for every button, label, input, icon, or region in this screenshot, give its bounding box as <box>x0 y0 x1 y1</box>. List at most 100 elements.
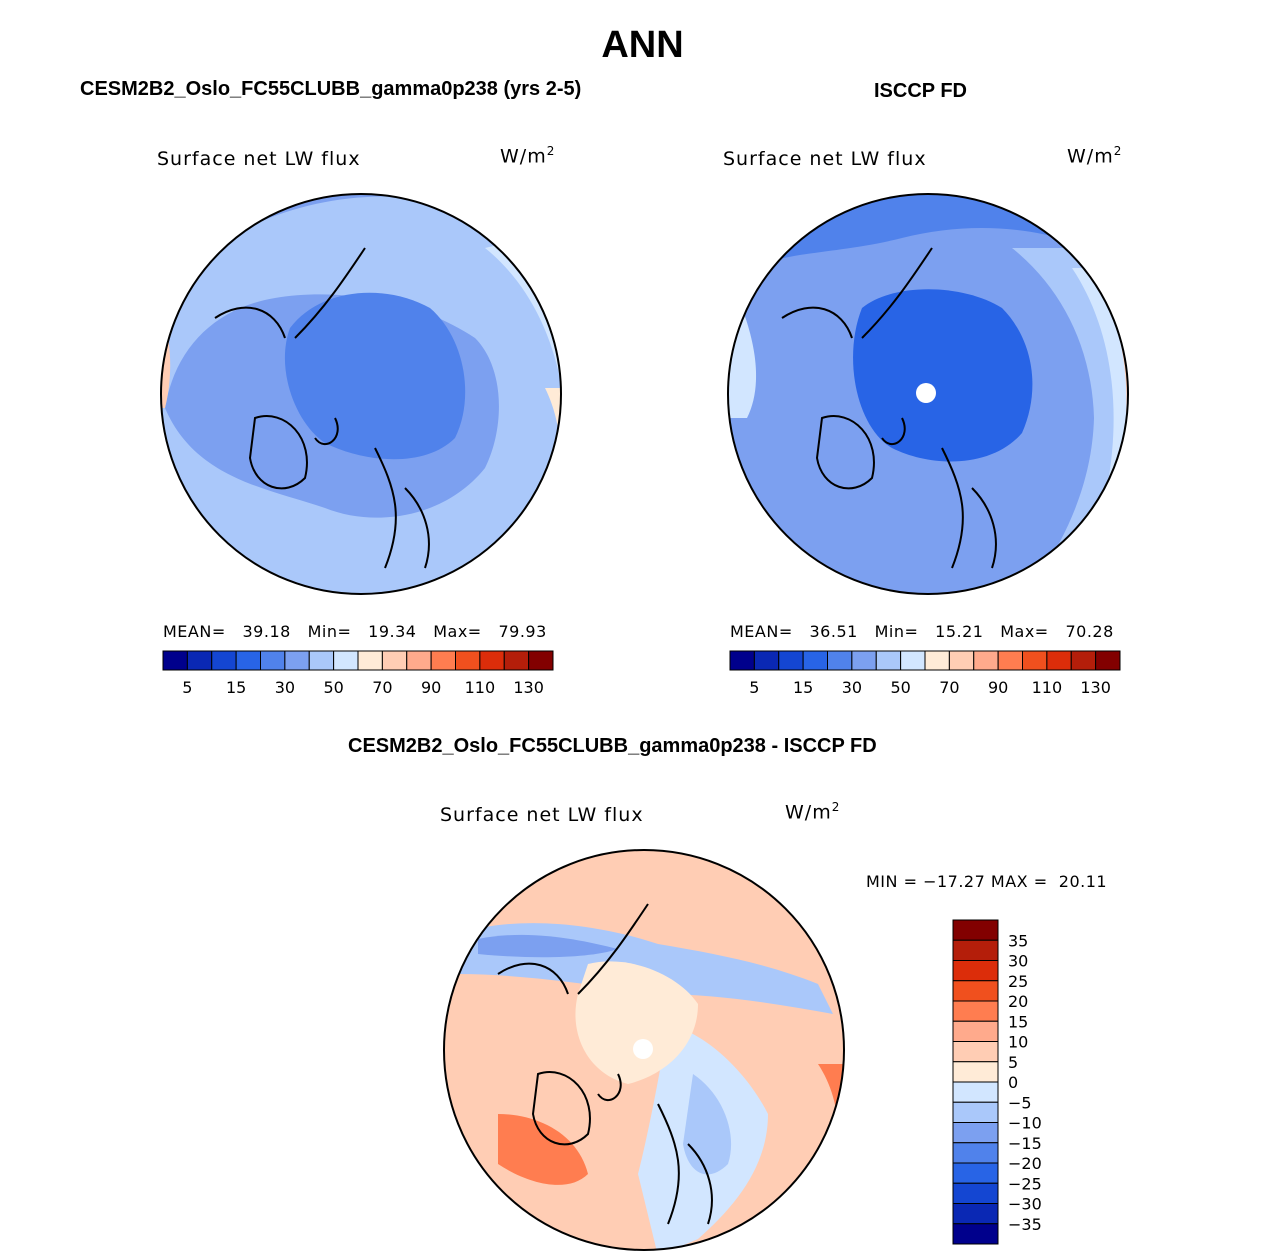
colorbar-tick-label: −25 <box>1008 1174 1042 1193</box>
colorbar-swatch <box>211 650 237 671</box>
map-3-contour-cool <box>683 1074 732 1175</box>
panel-2-colorbar: 5 15 30 50 70 90 110 130 <box>729 650 1121 697</box>
map-1-boundary <box>160 193 562 595</box>
colorbar-swatch <box>1046 650 1072 671</box>
colorbar-swatch <box>406 650 432 671</box>
panel-3-units-label: W/m2 <box>785 800 841 824</box>
colorbar-tick-label: 35 <box>1008 931 1028 950</box>
panel-1-polar-map <box>160 193 562 595</box>
page-title: ANN <box>601 24 684 66</box>
colorbar-swatch <box>952 1081 999 1103</box>
colorbar-tick-label: −5 <box>1008 1093 1032 1112</box>
map-3-contour-neutral <box>575 961 698 1084</box>
colorbar-tick-label: 70 <box>372 678 392 697</box>
colorbar-tick-label: 15 <box>226 678 246 697</box>
colorbar-swatch <box>952 1182 999 1204</box>
map-2-contour-core <box>853 289 1033 462</box>
panel-3-field-label: Surface net LW flux <box>440 804 644 826</box>
colorbar-swatch <box>900 650 926 671</box>
map-3-coastlines <box>497 903 713 1225</box>
colorbar-swatch <box>1070 650 1097 671</box>
colorbar-tick-label: 90 <box>988 678 1008 697</box>
min-value: 19.34 <box>368 622 417 641</box>
colorbar-swatch <box>455 650 481 671</box>
colorbar-swatch <box>952 1020 999 1042</box>
panel-1-case-title: CESM2B2_Oslo_FC55CLUBB_gamma0p238 (yrs 2… <box>80 78 582 100</box>
colorbar-swatch <box>875 650 902 671</box>
max-label: MAX = <box>990 872 1048 891</box>
panel-3-stats: MIN = −17.27 MAX = 20.11 <box>866 872 1107 891</box>
colorbar-swatch <box>952 1000 999 1022</box>
mean-value: 36.51 <box>809 622 858 641</box>
panel-3-polar-map <box>443 849 845 1251</box>
min-label: Min= <box>874 622 919 641</box>
min-label: Min= <box>307 622 352 641</box>
colorbar-tick-label: 130 <box>513 678 544 697</box>
panel-2-polar-map <box>727 193 1129 595</box>
colorbar-swatch <box>235 650 261 671</box>
map-3-contour-cool <box>478 934 618 958</box>
colorbar-swatch <box>924 650 950 671</box>
map-2-missing-data-pole <box>916 383 936 403</box>
colorbar-swatch <box>948 650 975 671</box>
colorbar-swatch <box>778 650 804 671</box>
colorbar-swatch <box>952 1142 999 1164</box>
colorbar-tick-label: 50 <box>890 678 910 697</box>
colorbar-tick-label: 30 <box>275 678 295 697</box>
colorbar-swatch <box>381 650 408 671</box>
colorbar-swatch <box>308 650 335 671</box>
colorbar-swatch <box>1095 650 1121 671</box>
colorbar-tick-label: 5 <box>1008 1053 1018 1072</box>
colorbar-swatch <box>952 1041 999 1063</box>
colorbar-swatch <box>186 650 213 671</box>
colorbar-tick-label: 110 <box>465 678 496 697</box>
colorbar-swatch <box>952 1101 999 1123</box>
panel-1-colorbar: 5 15 30 50 70 90 110 130 <box>162 650 554 697</box>
colorbar-swatch <box>357 650 383 671</box>
mean-label: MEAN= <box>730 622 793 641</box>
colorbar-swatch <box>1022 650 1048 671</box>
colorbar-swatch <box>162 650 188 671</box>
colorbar-tick-label: 0 <box>1008 1073 1018 1092</box>
colorbar-swatch <box>952 960 999 982</box>
map-1-coastlines <box>214 247 430 569</box>
max-label: Max= <box>433 622 482 641</box>
min-value: 15.21 <box>935 622 984 641</box>
colorbar-tick-label: 90 <box>421 678 441 697</box>
map-3-contour-warm <box>498 1114 588 1185</box>
panel-3-case-title: CESM2B2_Oslo_FC55CLUBB_gamma0p238 - ISCC… <box>348 735 877 757</box>
mean-label: MEAN= <box>163 622 226 641</box>
colorbar-swatch <box>952 1061 999 1083</box>
colorbar-tick-label: 130 <box>1080 678 1111 697</box>
colorbar-swatch <box>827 650 853 671</box>
map-3-missing-data-pole <box>633 1039 653 1059</box>
panel-2-stats: MEAN= 36.51 Min= 15.21 Max= 70.28 <box>730 622 1114 641</box>
panel-1-units-label: W/m2 <box>500 144 556 168</box>
panel-1-stats: MEAN= 39.18 Min= 19.34 Max= 79.93 <box>163 622 547 641</box>
colorbar-swatch <box>952 980 999 1002</box>
colorbar-swatch <box>952 1122 999 1144</box>
colorbar-tick-label: 10 <box>1008 1033 1028 1052</box>
colorbar-swatch <box>503 650 530 671</box>
panel-2-case-title: ISCCP FD <box>874 80 967 102</box>
colorbar-swatch <box>952 919 999 941</box>
max-value: 79.93 <box>498 622 547 641</box>
colorbar-tick-label: 5 <box>749 678 759 697</box>
colorbar-swatch <box>479 650 505 671</box>
panel-2-field-label: Surface net LW flux <box>723 148 927 170</box>
colorbar-swatch <box>333 650 359 671</box>
colorbar-swatch <box>260 650 286 671</box>
max-value: 20.11 <box>1058 872 1108 891</box>
map-1-contour-warm <box>161 288 171 408</box>
min-label: MIN = <box>866 872 918 891</box>
colorbar-swatch <box>952 1162 999 1184</box>
colorbar-tick-label: 30 <box>1008 952 1028 971</box>
colorbar-tick-label: −20 <box>1008 1154 1042 1173</box>
colorbar-swatch <box>851 650 877 671</box>
colorbar-tick-label: 110 <box>1032 678 1063 697</box>
colorbar-swatch <box>952 1203 999 1225</box>
colorbar-tick-label: 15 <box>1008 1012 1028 1031</box>
mean-value: 39.18 <box>242 622 291 641</box>
colorbar-swatch <box>729 650 755 671</box>
